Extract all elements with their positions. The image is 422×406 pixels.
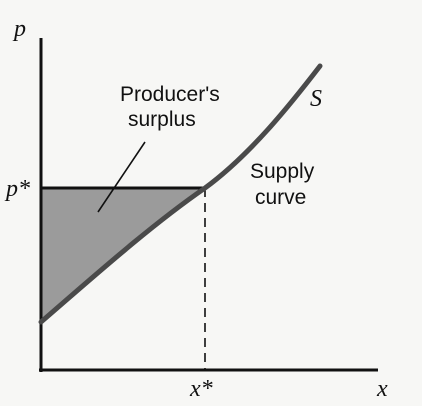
- x-axis-label: x: [376, 376, 388, 402]
- surplus-label-line1: Producer's: [120, 83, 220, 106]
- surplus-label-line2: surplus: [128, 108, 196, 131]
- price-tick-label: p*: [4, 176, 30, 202]
- supply-curve: [38, 63, 323, 325]
- surplus-leader-line: [97, 141, 146, 213]
- supply-label-line2: curve: [255, 186, 306, 209]
- quantity-tick-label: x*: [189, 376, 213, 402]
- supply-label-line1: Supply: [250, 160, 315, 183]
- curve-label: S: [310, 86, 322, 112]
- y-axis-label: p: [12, 16, 26, 42]
- producer-surplus-area: [41, 188, 205, 322]
